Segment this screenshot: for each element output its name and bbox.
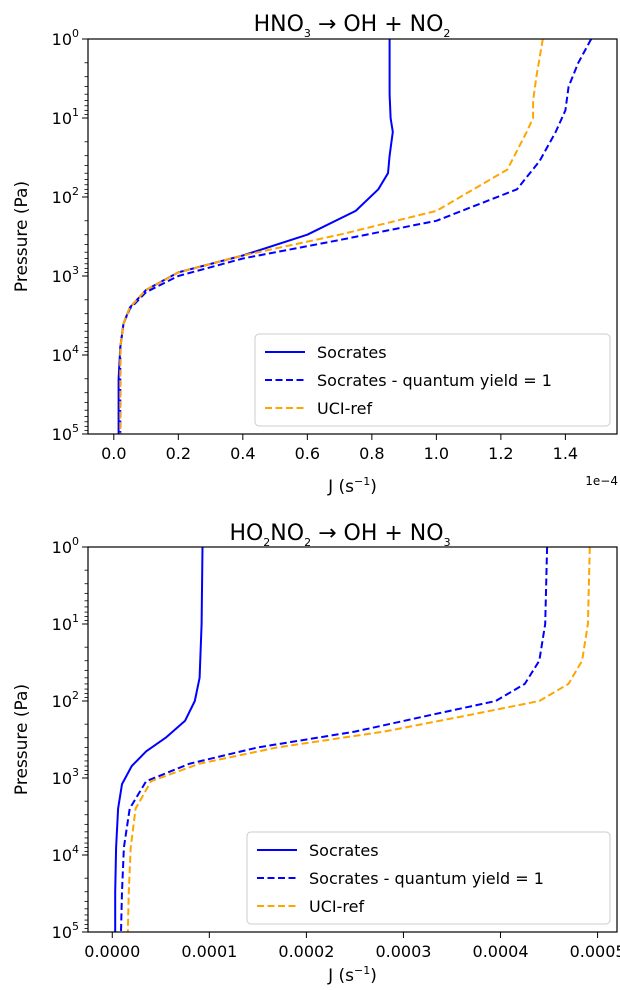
x-tick-label: 0.0002 xyxy=(278,942,334,961)
chart-title: HNO3 → OH + NO2 xyxy=(254,12,451,40)
x-tick-label: 0.0000 xyxy=(84,942,140,961)
x-axis-label: J (s−1) xyxy=(327,964,377,986)
legend-entry: UCI-ref xyxy=(309,897,364,916)
y-tick-label: 101 xyxy=(52,106,79,128)
y-tick-label: 100 xyxy=(52,535,79,557)
legend-entry: Socrates - quantum yield = 1 xyxy=(309,869,544,888)
x-tick-label: 0.6 xyxy=(295,444,320,463)
x-tick-label: 0.8 xyxy=(359,444,384,463)
legend: Socrates Socrates - quantum yield = 1 UCI-… xyxy=(254,333,611,427)
series-line xyxy=(119,38,544,434)
x-tick-label: 0.0005 xyxy=(570,942,620,961)
x-offset-label: 1e−4 xyxy=(585,474,618,488)
y-tick-label: 102 xyxy=(52,185,79,207)
x-axis-label: J (s−1) xyxy=(327,475,377,497)
y-tick-label: 103 xyxy=(52,264,79,286)
y-tick-label: 104 xyxy=(52,843,79,865)
legend-box xyxy=(254,333,611,427)
y-axis-label: Pressure (Pa) xyxy=(12,181,32,292)
y-tick-label: 101 xyxy=(52,612,79,634)
y-tick-label: 105 xyxy=(52,422,79,444)
y-tick-label: 104 xyxy=(52,343,79,365)
x-tick-label: 0.0 xyxy=(101,444,126,463)
x-tick-label: 1.4 xyxy=(553,444,578,463)
y-tick-label: 102 xyxy=(52,689,79,711)
series-line xyxy=(126,546,591,933)
y-axis-ticks: 100 101 102 103 104 105 xyxy=(52,27,88,444)
legend-entry: Socrates xyxy=(309,841,379,860)
x-tick-label: 0.2 xyxy=(166,444,191,463)
y-axis-ticks: 100 101 102 103 104 105 xyxy=(52,535,88,942)
x-tick-label: 0.4 xyxy=(230,444,255,463)
chart-panel-ho2no2: HO2NO2 → OH + NO3 0.0000 0.0001 0.0002 0.00… xyxy=(12,521,620,986)
y-tick-label: 105 xyxy=(52,920,79,942)
y-axis-label: Pressure (Pa) xyxy=(12,684,32,795)
x-tick-label: 0.0001 xyxy=(181,942,237,961)
x-axis-ticks: 0.0000 0.0001 0.0002 0.0003 0.0004 0.0005 xyxy=(84,932,620,961)
x-tick-label: 1.0 xyxy=(424,444,449,463)
x-tick-label: 0.0003 xyxy=(375,942,431,961)
legend-box xyxy=(246,831,611,925)
x-tick-label: 0.0004 xyxy=(473,942,529,961)
legend-entry: Socrates - quantum yield = 1 xyxy=(317,371,552,390)
chart-title: HO2NO2 → OH + NO3 xyxy=(229,521,450,549)
legend: Socrates Socrates - quantum yield = 1 UCI-… xyxy=(246,831,611,925)
y-tick-label: 103 xyxy=(52,766,79,788)
axes-frame xyxy=(87,38,618,435)
plot-area xyxy=(117,38,593,434)
chart-panel-hno3: HNO3 → OH + NO2 0.0 0.2 0.4 0.6 0.8 1.0 1.2 1.4… xyxy=(12,12,618,497)
plot-area xyxy=(114,546,591,933)
series-line xyxy=(120,546,549,933)
legend-entry: Socrates xyxy=(317,343,387,362)
legend-entry: UCI-ref xyxy=(317,399,372,418)
x-axis-ticks: 0.0 0.2 0.4 0.6 0.8 1.0 1.2 1.4 xyxy=(101,434,578,463)
x-tick-label: 1.2 xyxy=(488,444,513,463)
y-tick-label: 100 xyxy=(52,27,79,49)
axes-frame xyxy=(87,546,618,933)
series-line xyxy=(114,546,204,932)
